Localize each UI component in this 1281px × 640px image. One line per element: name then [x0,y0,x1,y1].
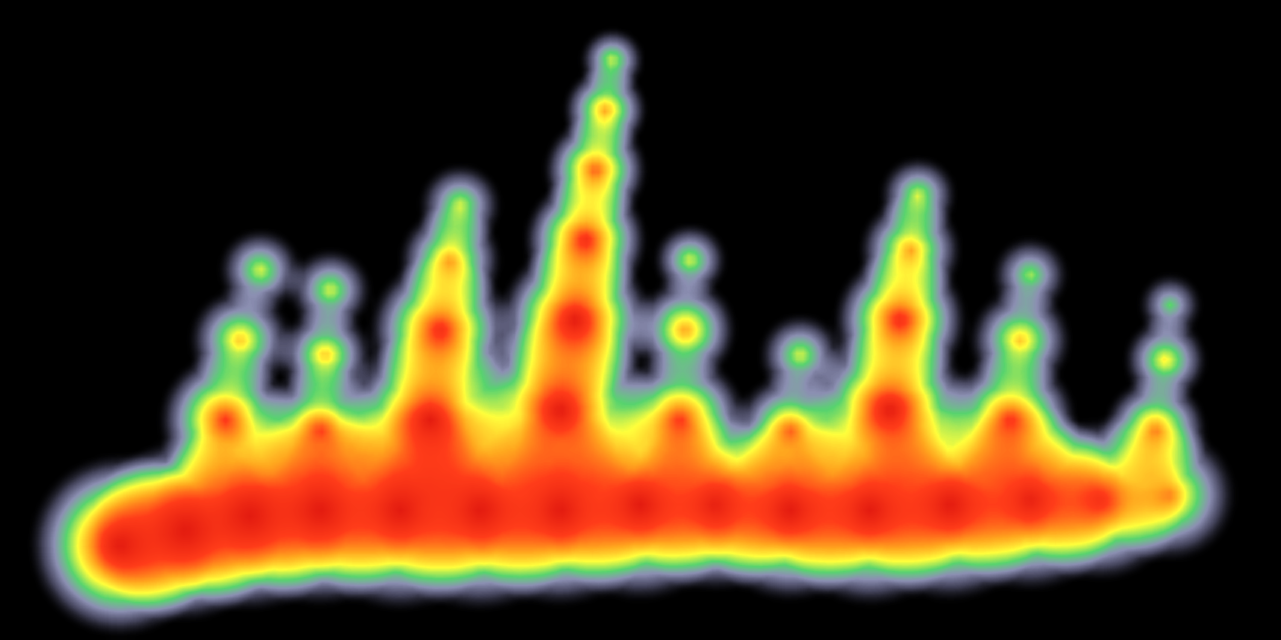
density-heatmap [0,0,1281,640]
